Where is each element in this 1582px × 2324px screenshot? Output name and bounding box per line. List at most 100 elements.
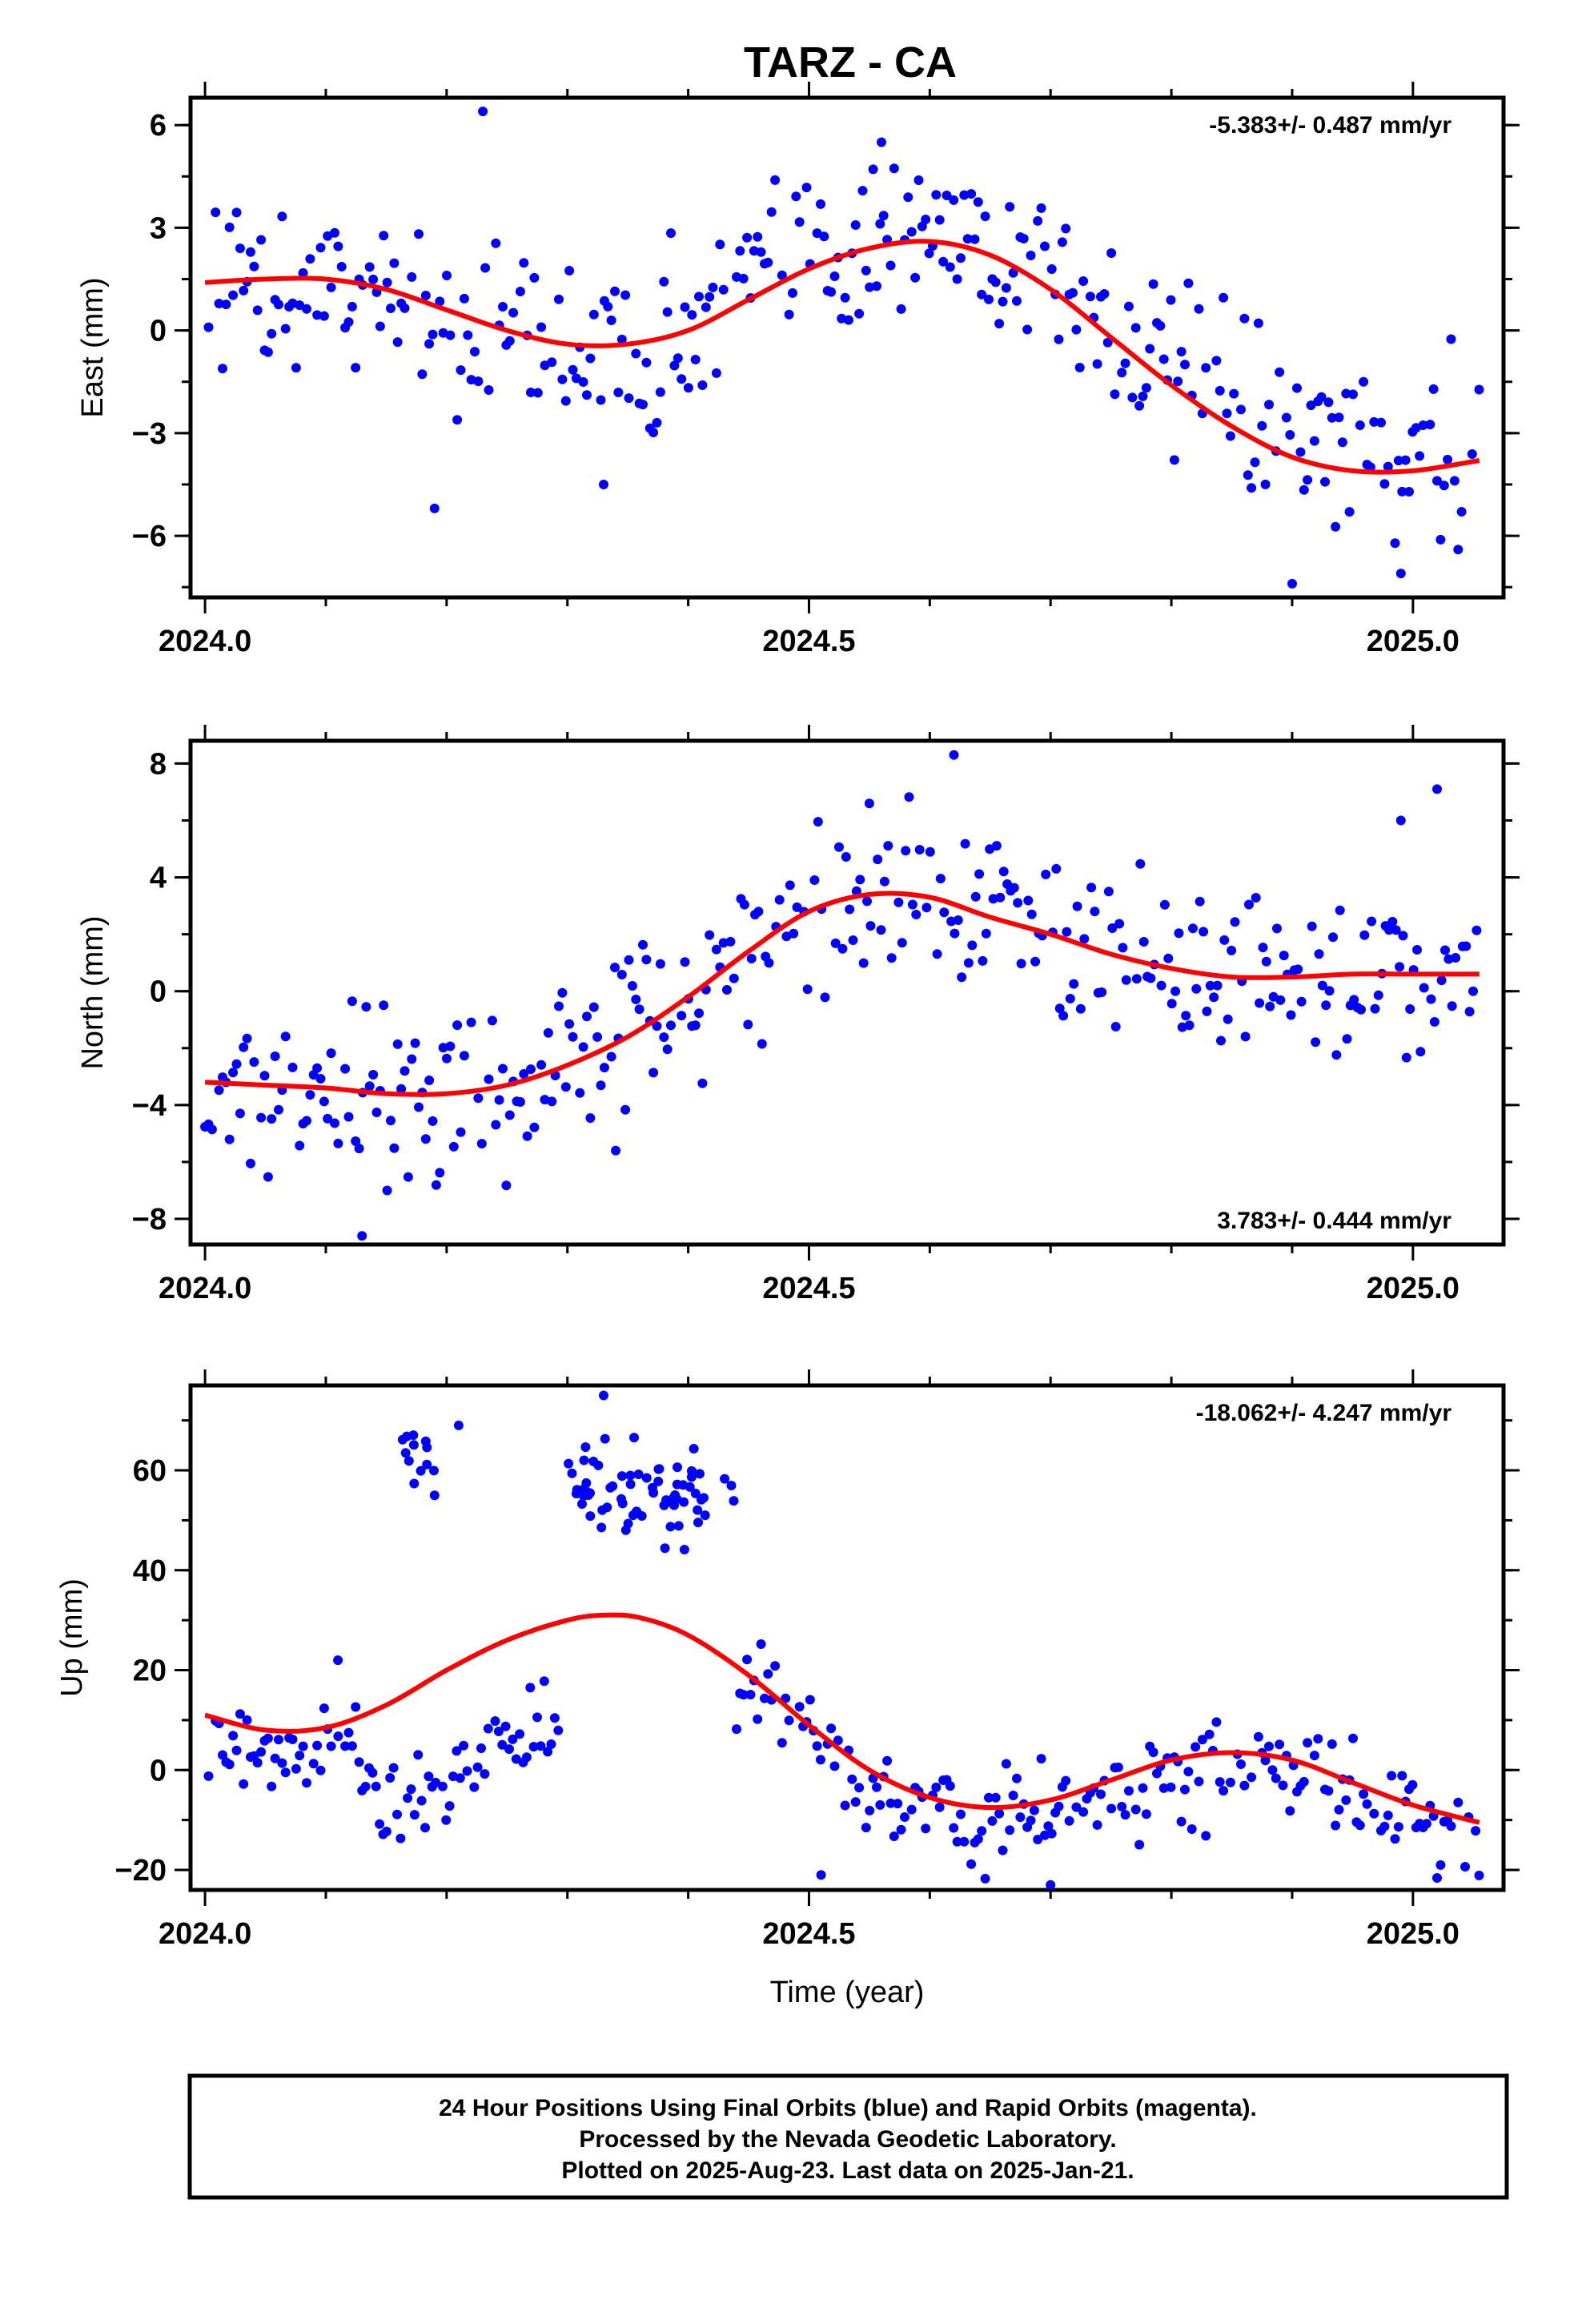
data-point [224,1134,235,1144]
data-point [809,875,820,885]
data-point [1158,354,1169,364]
data-point [1279,951,1289,961]
data-point [659,276,669,287]
y-tick-label: 0 [150,315,167,348]
data-point [638,939,648,950]
data-point [1071,324,1082,335]
data-point [420,291,431,300]
x-tick-label: 2025.0 [1367,1917,1460,1951]
data-point [889,163,899,174]
data-point [476,1743,486,1753]
data-point [715,239,725,250]
data-point [1461,941,1472,951]
data-point [429,503,440,513]
data-point [981,928,991,939]
data-point [921,215,931,224]
data-point [252,1758,263,1768]
data-point [1440,945,1450,955]
data-point [539,1676,549,1687]
data-point [448,1141,459,1152]
y-tick-label: −20 [115,1854,167,1888]
data-point [1257,420,1267,431]
data-point [693,1518,703,1528]
data-point [1102,337,1113,348]
data-point [1225,1777,1235,1787]
x-tick-label: 2024.0 [159,1917,251,1951]
data-point [739,899,749,910]
data-point [287,1735,298,1744]
data-point [1349,995,1359,1005]
data-point [1292,383,1302,393]
data-point [274,1735,283,1745]
data-point [403,1172,413,1182]
data-point [340,1063,351,1074]
data-point [525,1683,536,1693]
data-point [567,1468,577,1478]
data-point [862,896,872,907]
data-point [634,1004,644,1015]
data-point [1362,1799,1372,1809]
data-point [1117,368,1127,378]
data-point [536,322,547,332]
data-point [414,229,424,239]
data-point [1327,1739,1337,1749]
data-point [1211,356,1222,366]
data-point [484,1074,494,1084]
data-point [597,1505,608,1515]
data-point [1236,1759,1246,1769]
data-point [1393,1822,1403,1832]
data-point [547,357,557,368]
y-tick-label: −6 [132,520,167,553]
data-point [998,866,1009,877]
data-point [400,1448,411,1458]
data-point [677,374,687,384]
data-point [841,852,851,862]
data-point [543,1027,553,1038]
data-point [347,301,357,312]
data-point [932,949,942,959]
data-point [1397,486,1407,497]
data-point [907,899,917,910]
data-point [813,817,823,827]
data-point [1335,905,1345,915]
data-point [1180,1784,1190,1795]
data-point [738,1690,749,1700]
y-tick-label: 0 [150,975,167,1009]
data-point [616,1471,627,1482]
data-point [785,880,795,891]
data-point [718,284,729,295]
footer-border [187,2073,1509,2200]
data-point [416,1466,426,1476]
data-point [837,943,848,954]
data-point [1314,949,1324,959]
data-point [521,1752,532,1763]
data-point [1090,907,1100,917]
data-point [231,1059,242,1069]
data-point [508,1734,518,1744]
data-point [942,191,952,200]
data-point [1227,945,1237,955]
data-point [1120,358,1130,368]
data-point [861,265,871,275]
plot-frame [188,1383,1506,1892]
data-point [480,263,491,273]
data-point [746,954,757,963]
data-point [855,875,865,885]
data-point [497,1739,508,1750]
data-point [1223,1014,1233,1024]
data-point [949,195,959,205]
data-point [655,959,665,969]
data-point [599,1390,608,1401]
data-point [441,1815,452,1825]
data-point [515,287,525,296]
data-point [662,1044,673,1055]
data-point [392,1809,402,1819]
data-point [1001,283,1011,293]
data-point [400,1066,410,1076]
data-point [770,1661,781,1671]
data-point [295,300,305,311]
data-point [596,395,606,405]
data-point [1199,927,1209,937]
data-point [690,1020,701,1031]
data-point [1005,1825,1015,1835]
